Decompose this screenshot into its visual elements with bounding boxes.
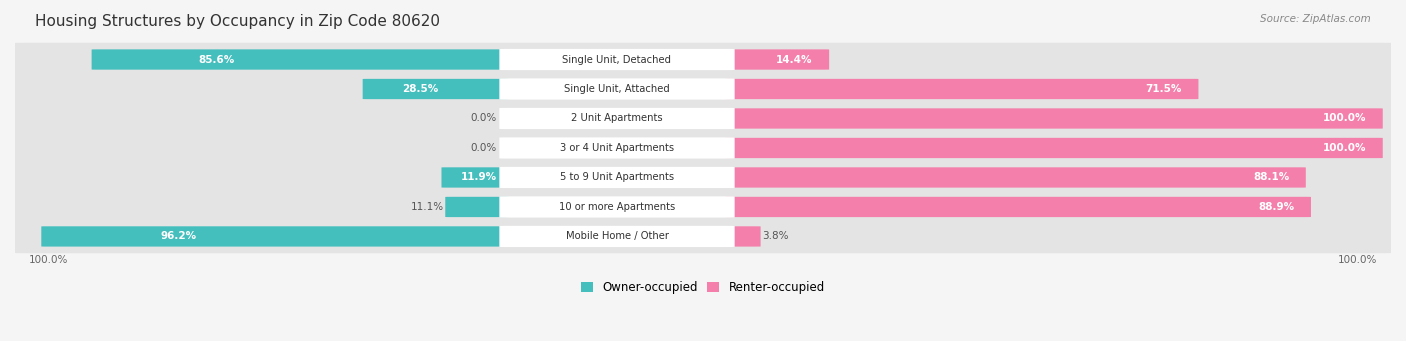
Text: 96.2%: 96.2% xyxy=(160,232,197,241)
Text: 11.1%: 11.1% xyxy=(411,202,444,212)
Text: 100.0%: 100.0% xyxy=(28,255,67,265)
Text: 85.6%: 85.6% xyxy=(198,55,235,64)
FancyBboxPatch shape xyxy=(499,78,735,100)
Text: 88.9%: 88.9% xyxy=(1258,202,1295,212)
FancyBboxPatch shape xyxy=(725,49,830,70)
FancyBboxPatch shape xyxy=(363,79,509,99)
FancyBboxPatch shape xyxy=(499,196,735,218)
Text: 3 or 4 Unit Apartments: 3 or 4 Unit Apartments xyxy=(560,143,673,153)
Text: 88.1%: 88.1% xyxy=(1253,173,1289,182)
FancyBboxPatch shape xyxy=(13,43,1393,76)
FancyBboxPatch shape xyxy=(13,161,1393,194)
Text: 10 or more Apartments: 10 or more Apartments xyxy=(558,202,675,212)
FancyBboxPatch shape xyxy=(446,197,509,217)
Text: 11.9%: 11.9% xyxy=(461,173,498,182)
Text: 100.0%: 100.0% xyxy=(1323,114,1367,123)
Text: Mobile Home / Other: Mobile Home / Other xyxy=(565,232,668,241)
Text: 2 Unit Apartments: 2 Unit Apartments xyxy=(571,114,662,123)
FancyBboxPatch shape xyxy=(13,190,1393,224)
Legend: Owner-occupied, Renter-occupied: Owner-occupied, Renter-occupied xyxy=(576,277,830,299)
Text: 71.5%: 71.5% xyxy=(1146,84,1182,94)
FancyBboxPatch shape xyxy=(725,138,1382,158)
FancyBboxPatch shape xyxy=(13,131,1393,165)
Text: 28.5%: 28.5% xyxy=(402,84,439,94)
FancyBboxPatch shape xyxy=(13,220,1393,253)
Text: Housing Structures by Occupancy in Zip Code 80620: Housing Structures by Occupancy in Zip C… xyxy=(35,14,440,29)
FancyBboxPatch shape xyxy=(725,108,1382,129)
FancyBboxPatch shape xyxy=(91,49,509,70)
FancyBboxPatch shape xyxy=(499,226,735,247)
FancyBboxPatch shape xyxy=(13,72,1393,106)
FancyBboxPatch shape xyxy=(499,167,735,188)
Text: 0.0%: 0.0% xyxy=(471,114,496,123)
FancyBboxPatch shape xyxy=(725,226,761,247)
Text: 14.4%: 14.4% xyxy=(776,55,813,64)
FancyBboxPatch shape xyxy=(499,49,735,70)
Text: 100.0%: 100.0% xyxy=(1339,255,1378,265)
Text: Source: ZipAtlas.com: Source: ZipAtlas.com xyxy=(1260,14,1371,24)
FancyBboxPatch shape xyxy=(13,102,1393,135)
Text: 3.8%: 3.8% xyxy=(762,232,789,241)
FancyBboxPatch shape xyxy=(441,167,509,188)
Text: 0.0%: 0.0% xyxy=(471,143,496,153)
FancyBboxPatch shape xyxy=(725,197,1310,217)
FancyBboxPatch shape xyxy=(41,226,509,247)
FancyBboxPatch shape xyxy=(725,167,1306,188)
FancyBboxPatch shape xyxy=(499,137,735,159)
FancyBboxPatch shape xyxy=(725,79,1198,99)
FancyBboxPatch shape xyxy=(499,108,735,129)
Text: 100.0%: 100.0% xyxy=(1323,143,1367,153)
Text: Single Unit, Detached: Single Unit, Detached xyxy=(562,55,672,64)
Text: Single Unit, Attached: Single Unit, Attached xyxy=(564,84,669,94)
Text: 5 to 9 Unit Apartments: 5 to 9 Unit Apartments xyxy=(560,173,673,182)
